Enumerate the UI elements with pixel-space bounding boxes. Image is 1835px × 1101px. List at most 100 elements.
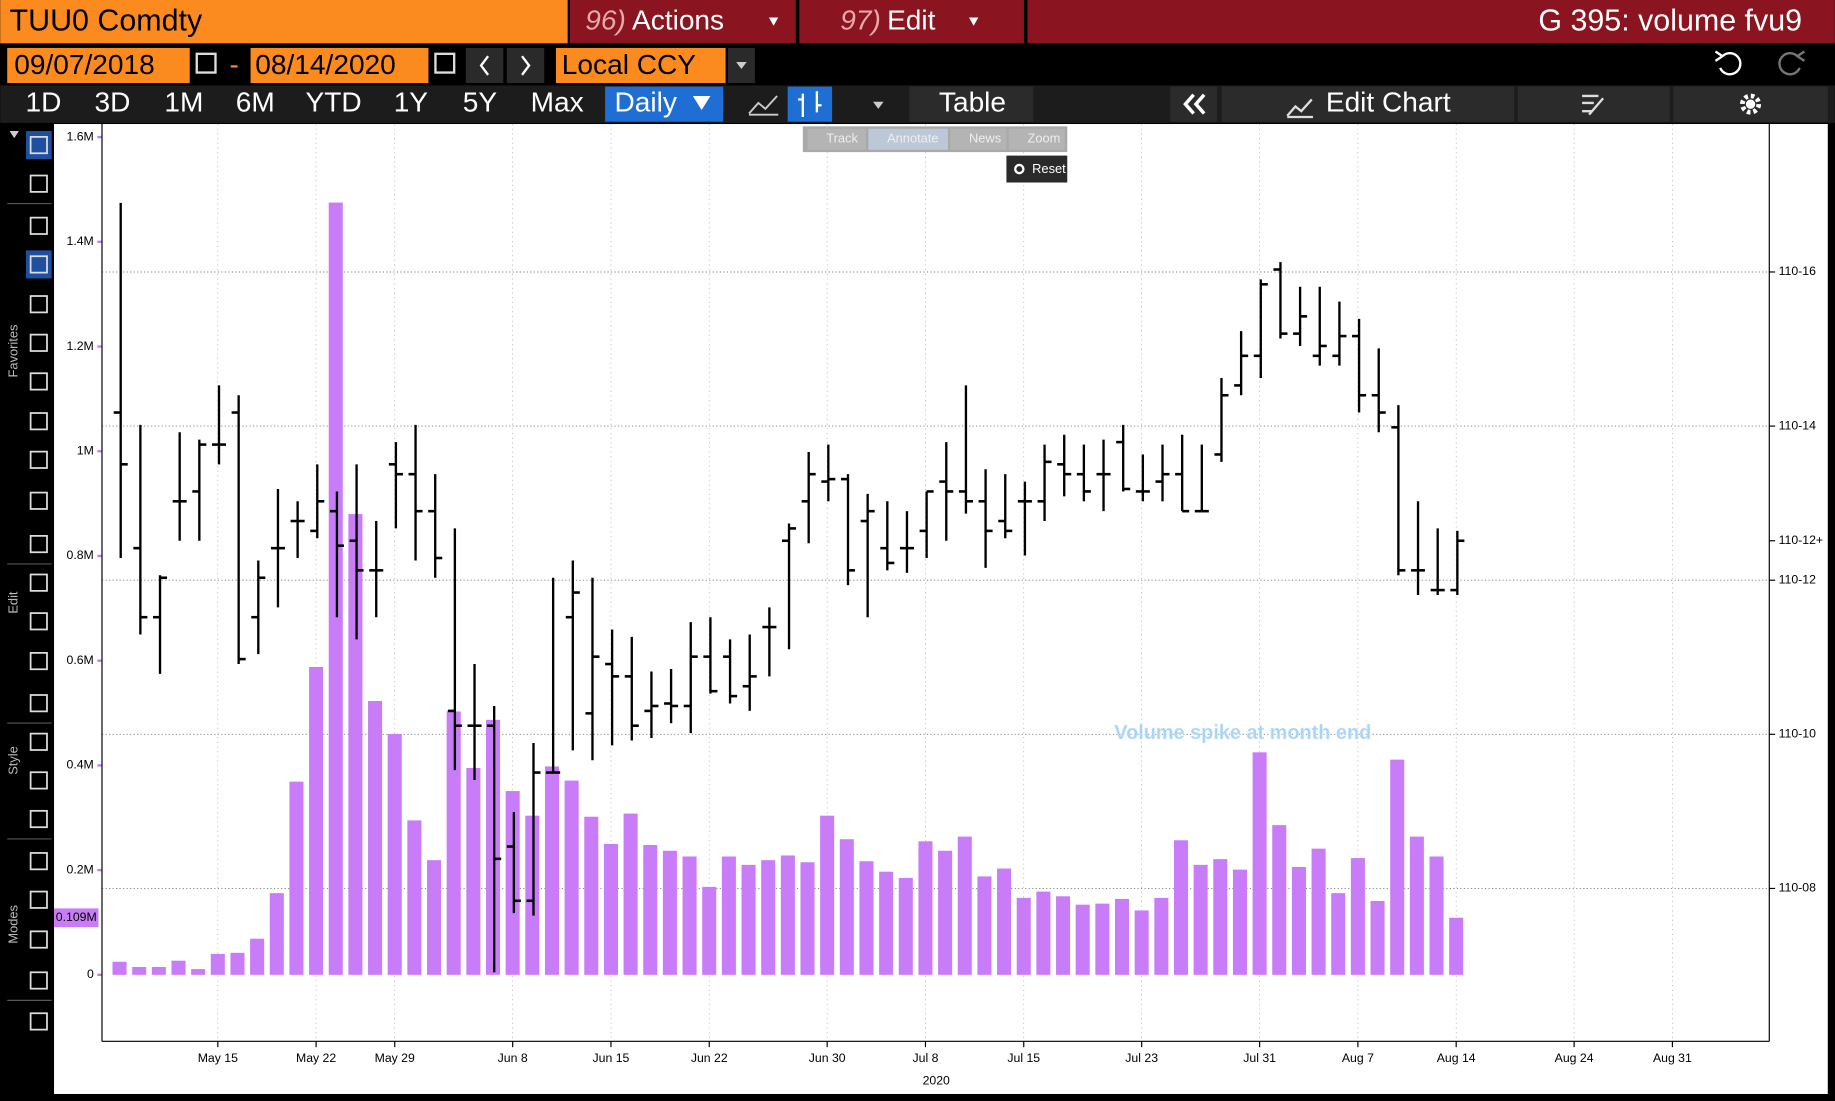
volume-bar: [151, 966, 166, 975]
y-tick-label: 1M: [77, 444, 94, 458]
volume-bar: [643, 844, 658, 975]
tool-icon[interactable]: [29, 491, 48, 510]
table-label[interactable]: Table: [939, 87, 1006, 118]
value-label: 110-12+: [1779, 533, 1823, 547]
edit-chart-label[interactable]: Edit Chart: [1326, 87, 1451, 118]
tool-button[interactable]: [868, 128, 948, 150]
tool-icon[interactable]: [29, 809, 48, 829]
tool-icon[interactable]: [29, 295, 48, 314]
period-button[interactable]: 1M: [164, 87, 203, 118]
tool-icon[interactable]: [29, 732, 48, 751]
tool-icon[interactable]: [29, 694, 48, 713]
period-button[interactable]: 5Y: [463, 87, 498, 118]
tool-button[interactable]: [950, 128, 1007, 150]
menu-edit[interactable]: [799, 0, 1024, 44]
tool-label[interactable]: Track: [826, 131, 858, 146]
tool-icon[interactable]: [29, 852, 48, 871]
tool-icon[interactable]: [29, 372, 48, 391]
menu-label[interactable]: Edit: [887, 5, 936, 36]
menu-actions[interactable]: [570, 0, 796, 44]
menu-number[interactable]: 96): [585, 5, 626, 36]
tool-icon[interactable]: [29, 971, 48, 990]
x-tick-label: Jun 8: [498, 1051, 528, 1065]
edit-chart-icon: [1286, 98, 1313, 119]
tool-icon[interactable]: [29, 534, 48, 554]
period-button[interactable]: 1D: [26, 87, 62, 118]
volume-bar: [1390, 759, 1405, 975]
volume-bar: [918, 841, 933, 975]
tool-icon[interactable]: [29, 333, 48, 352]
calendar-icon[interactable]: [434, 52, 456, 74]
period-button[interactable]: 6M: [236, 87, 275, 118]
period-button[interactable]: Max: [531, 87, 584, 118]
dropdown-arrow: [692, 95, 711, 110]
volume-bar: [387, 733, 402, 975]
undo-icon[interactable]: [1714, 50, 1742, 76]
tool-icon[interactable]: [29, 136, 48, 155]
tool-label[interactable]: Zoom: [1027, 131, 1060, 146]
reset-button[interactable]: [1006, 155, 1068, 183]
period-button[interactable]: 3D: [95, 87, 131, 118]
tool-icon[interactable]: [29, 255, 48, 274]
tool-label[interactable]: News: [969, 131, 1001, 146]
tool-icon[interactable]: [29, 890, 48, 909]
ticker[interactable]: TUU0 Comdty: [10, 3, 203, 37]
period-button[interactable]: 1Y: [394, 87, 429, 118]
prev-button[interactable]: [465, 47, 504, 84]
dropdown-arrow: [736, 62, 747, 70]
dropdown-arrow[interactable]: [873, 101, 884, 109]
edit-chart-button[interactable]: [1221, 86, 1515, 122]
end-date-box[interactable]: [250, 47, 429, 84]
volume-bar: [623, 813, 638, 975]
y-tick-label: 1.6M: [67, 129, 94, 143]
x-tick-label: Jun 15: [593, 1051, 630, 1065]
tool-icon[interactable]: [29, 216, 48, 235]
volume-bar: [1331, 893, 1346, 975]
currency-box[interactable]: [555, 47, 726, 84]
start-date-box[interactable]: [7, 47, 190, 84]
calendar-icon[interactable]: [195, 52, 217, 74]
reset-label[interactable]: Reset: [1032, 161, 1066, 176]
table-button[interactable]: [909, 86, 1034, 122]
currency[interactable]: Local CCY: [562, 49, 696, 80]
frequency[interactable]: Daily: [614, 87, 676, 118]
volume-bar: [721, 856, 736, 975]
collapse-icon: [1183, 93, 1206, 115]
volume-bar: [761, 860, 776, 975]
collapse-button[interactable]: [1170, 86, 1218, 122]
tool-button[interactable]: [1008, 128, 1065, 150]
tool-icon[interactable]: [29, 1012, 48, 1031]
menu-number[interactable]: 97): [840, 5, 881, 36]
end-date[interactable]: 08/14/2020: [255, 49, 396, 80]
start-date[interactable]: 09/07/2018: [14, 49, 155, 80]
tool-icon[interactable]: [29, 450, 48, 469]
volume-bar: [957, 836, 972, 975]
gear-icon: [1745, 99, 1756, 109]
tool-icon[interactable]: [29, 652, 48, 671]
gear-icon: [1740, 93, 1762, 115]
redo-icon[interactable]: [1778, 50, 1806, 76]
ticker-box[interactable]: [0, 0, 568, 44]
sidebar-collapse[interactable]: [9, 131, 19, 139]
x-tick-label: Jul 8: [912, 1051, 938, 1065]
tool-icon[interactable]: [29, 771, 48, 790]
x-tick-label: Aug 31: [1653, 1051, 1692, 1065]
tool-button[interactable]: [807, 128, 867, 150]
bar-chart-button[interactable]: [787, 86, 833, 122]
volume-bar: [427, 860, 442, 975]
volume-bar: [446, 711, 461, 975]
sidebar-section: Edit: [6, 591, 21, 614]
line-chart-icon[interactable]: [748, 95, 779, 116]
tool-icon[interactable]: [29, 573, 48, 592]
annotate-button[interactable]: [1517, 86, 1670, 122]
tool-icon[interactable]: [29, 612, 48, 631]
tool-icon[interactable]: [29, 930, 48, 949]
period-button[interactable]: YTD: [306, 87, 362, 118]
next-button[interactable]: [506, 47, 545, 84]
tool-label[interactable]: Annotate: [887, 131, 938, 146]
tool-icon[interactable]: [29, 174, 48, 193]
volume-bar: [1016, 897, 1031, 975]
volume-bar: [1075, 904, 1090, 975]
tool-icon[interactable]: [29, 412, 48, 431]
menu-label[interactable]: Actions: [632, 5, 724, 36]
